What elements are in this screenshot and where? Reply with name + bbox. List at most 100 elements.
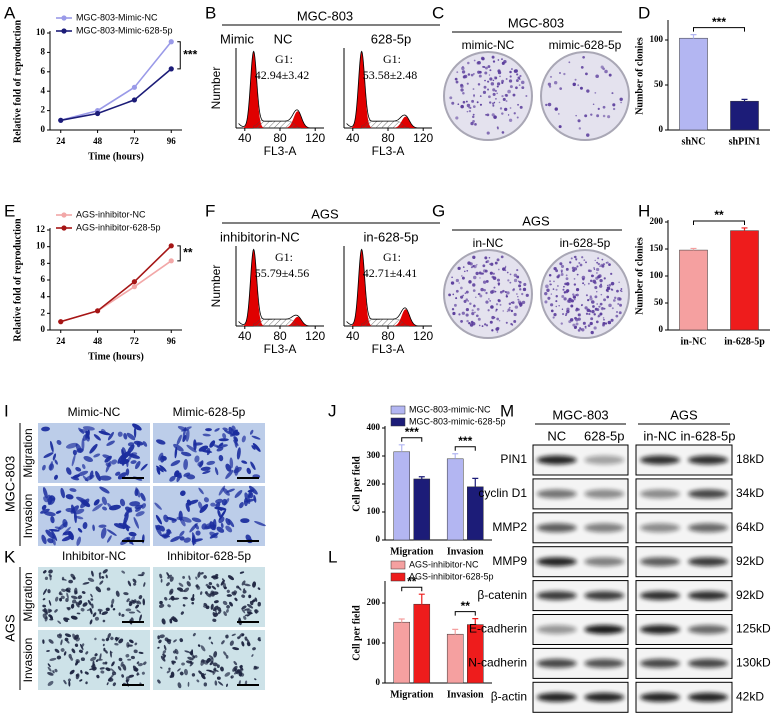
cell xyxy=(242,590,247,594)
legend-swatch xyxy=(390,560,406,570)
cell xyxy=(72,576,76,580)
cell xyxy=(123,433,128,440)
cell xyxy=(104,650,108,654)
g1-value: 42.94±3.42 xyxy=(255,68,310,82)
cell xyxy=(226,683,228,688)
cell xyxy=(257,587,261,590)
cell xyxy=(60,648,65,652)
cell xyxy=(186,660,192,664)
y-tick-label: 100 xyxy=(367,637,381,647)
colony xyxy=(490,262,494,266)
cell xyxy=(170,536,181,543)
cell xyxy=(47,672,54,676)
cell xyxy=(234,465,239,476)
colony xyxy=(566,289,570,293)
colony xyxy=(575,257,578,261)
colony xyxy=(521,292,524,296)
lane-label: in-NC xyxy=(643,428,676,443)
colony xyxy=(455,297,458,300)
colony xyxy=(565,277,569,281)
colony xyxy=(509,107,512,109)
size-label: 125kD xyxy=(736,622,771,636)
cell xyxy=(236,585,240,589)
colony xyxy=(490,82,495,86)
cell xyxy=(166,582,170,587)
y-tick-label: 6 xyxy=(41,274,46,284)
cell xyxy=(231,425,236,432)
cell-line-label: MGC-803 xyxy=(2,456,17,512)
cell xyxy=(183,458,188,471)
significance: *** xyxy=(405,425,419,439)
colony xyxy=(513,112,516,115)
colony xyxy=(453,303,457,307)
colony xyxy=(576,265,579,268)
colony xyxy=(604,69,608,74)
cell xyxy=(164,596,168,601)
cell xyxy=(181,662,185,666)
cell xyxy=(98,524,107,528)
colony xyxy=(523,282,527,287)
colony xyxy=(506,291,510,295)
cell xyxy=(247,492,252,498)
x-tick-label: Migration xyxy=(390,546,434,557)
colony xyxy=(603,277,606,280)
size-label: 92kD xyxy=(736,554,764,568)
cell xyxy=(121,613,125,617)
colony xyxy=(511,68,513,70)
band xyxy=(640,658,680,668)
colony xyxy=(465,308,469,312)
cell xyxy=(172,617,178,623)
cell xyxy=(133,649,138,654)
colony xyxy=(496,92,498,95)
colony xyxy=(485,324,489,327)
colony xyxy=(484,71,488,75)
colony xyxy=(620,288,623,290)
cell xyxy=(125,608,132,612)
x-axis-label: Time (hours) xyxy=(88,351,144,362)
band xyxy=(640,489,680,499)
cell xyxy=(241,435,246,443)
legend-label: MGC-803-Mimic-NC xyxy=(76,12,158,22)
cell xyxy=(76,448,84,453)
colony xyxy=(612,103,616,107)
colony xyxy=(462,266,465,268)
x-tick-label: Invasion xyxy=(447,689,484,700)
cell xyxy=(225,525,233,533)
y-tick-label: 200 xyxy=(367,597,381,607)
cell xyxy=(110,459,118,465)
colony xyxy=(597,262,601,266)
colony xyxy=(599,284,603,288)
colony xyxy=(504,265,507,268)
cell xyxy=(208,655,214,659)
cell xyxy=(218,509,227,521)
colony xyxy=(473,73,475,75)
point xyxy=(58,319,64,325)
cell xyxy=(128,611,136,614)
colony xyxy=(611,307,614,310)
colony xyxy=(513,278,518,283)
colony xyxy=(460,320,463,323)
band xyxy=(584,591,625,601)
colony xyxy=(476,264,478,266)
colony xyxy=(502,310,504,312)
cell xyxy=(101,611,109,616)
cell xyxy=(194,654,198,658)
cell xyxy=(99,667,105,670)
colony xyxy=(479,95,482,97)
colony xyxy=(592,103,595,106)
colony xyxy=(486,259,490,263)
colony xyxy=(496,126,499,129)
colony xyxy=(471,312,475,316)
cell xyxy=(182,596,188,600)
bar xyxy=(730,230,759,331)
cell xyxy=(82,522,88,530)
colony xyxy=(561,294,565,298)
cell xyxy=(75,659,80,664)
band xyxy=(640,455,680,465)
band xyxy=(640,591,680,601)
colony xyxy=(586,133,590,137)
panel-label: A xyxy=(4,3,16,22)
cell xyxy=(127,580,132,587)
colony xyxy=(513,312,517,317)
cell xyxy=(241,641,245,647)
